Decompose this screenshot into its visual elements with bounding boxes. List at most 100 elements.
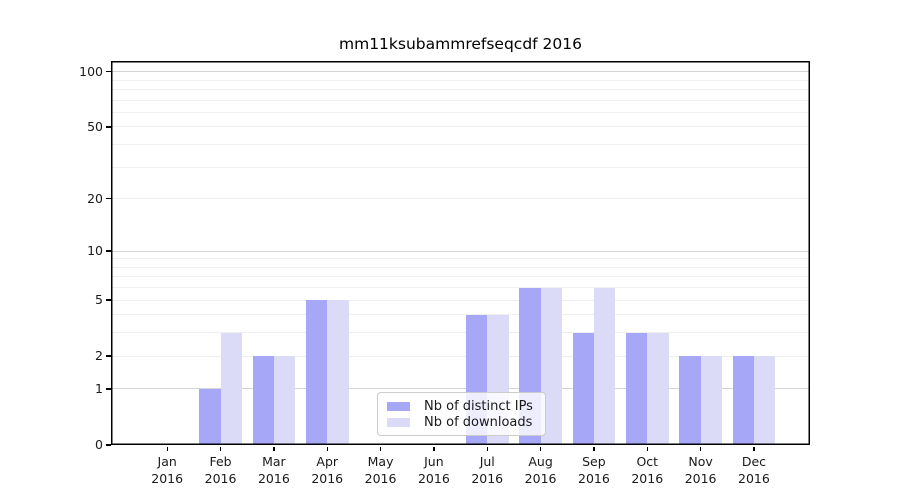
y-tick-mark-0 — [106, 444, 111, 446]
x-tick-label-jun: Jun 2016 — [402, 453, 466, 487]
legend-label-distinct-ips: Nb of distinct IPs — [424, 398, 533, 414]
bar-sep-downloads — [593, 287, 616, 445]
bar-dec-downloads — [753, 356, 776, 445]
x-tick-year: 2016 — [471, 471, 504, 486]
minor-gridline-50 — [111, 126, 810, 128]
x-tick-mark-jun — [433, 446, 435, 451]
y-tick-label-1: 1 — [95, 380, 103, 396]
minor-gridline-20 — [111, 198, 810, 200]
x-tick-month: Jul — [479, 454, 495, 469]
major-gridline-10 — [111, 250, 810, 252]
x-tick-month: Oct — [636, 454, 659, 469]
x-tick-year: 2016 — [151, 471, 184, 486]
y-tick-label-20: 20 — [87, 190, 103, 206]
x-tick-month: Jun — [424, 454, 444, 469]
x-tick-year: 2016 — [311, 471, 344, 486]
legend-item-downloads: Nb of downloads — [387, 415, 537, 430]
bar-apr-downloads — [327, 300, 349, 445]
x-tick-mark-nov — [699, 446, 702, 451]
x-tick-year: 2016 — [204, 471, 237, 486]
legend-item-distinct-ips: Nb of distinct IPs — [387, 399, 537, 414]
bar-feb-distinct-ips — [199, 388, 221, 445]
y-tick-mark-2 — [106, 355, 111, 357]
x-tick-year: 2016 — [257, 471, 290, 486]
minor-gridline-6 — [111, 287, 810, 289]
x-tick-month: Nov — [688, 454, 713, 469]
y-tick-mark-100 — [106, 71, 111, 73]
minor-gridline-90 — [111, 79, 810, 81]
x-tick-label-sep: Sep 2016 — [562, 453, 626, 487]
x-tick-month: Apr — [316, 454, 339, 469]
x-tick-mark-jul — [486, 446, 488, 451]
bar-apr-distinct-ips — [305, 300, 328, 445]
y-tick-mark-5 — [106, 299, 111, 301]
x-tick-year: 2016 — [738, 471, 770, 486]
y-tick-mark-10 — [106, 250, 111, 252]
y-tick-label-10: 10 — [87, 243, 103, 259]
y-tick-mark-50 — [106, 126, 111, 128]
x-tick-mark-oct — [646, 446, 648, 451]
x-tick-label-dec: Dec 2016 — [722, 453, 786, 487]
x-tick-year: 2016 — [578, 471, 610, 486]
y-tick-label-50: 50 — [87, 118, 103, 134]
x-tick-year: 2016 — [524, 471, 557, 486]
legend: Nb of distinct IPs Nb of downloads — [377, 392, 546, 436]
minor-gridline-70 — [111, 99, 810, 101]
bar-oct-distinct-ips — [625, 332, 648, 445]
minor-gridline-3 — [111, 332, 810, 334]
x-tick-mark-may — [379, 446, 382, 451]
minor-gridline-80 — [111, 89, 810, 91]
x-tick-label-jan: Jan 2016 — [135, 453, 199, 487]
bar-feb-downloads — [220, 332, 242, 445]
bar-oct-downloads — [647, 332, 669, 445]
y-tick-mark-1 — [106, 388, 111, 390]
bar-dec-distinct-ips — [732, 356, 754, 445]
minor-gridline-8 — [111, 266, 810, 268]
x-tick-year: 2016 — [364, 471, 397, 486]
minor-gridline-60 — [111, 111, 810, 113]
x-tick-mark-mar — [273, 446, 275, 451]
x-tick-mark-apr — [326, 446, 328, 451]
x-tick-label-feb: Feb 2016 — [189, 453, 253, 487]
x-tick-label-oct: Oct 2016 — [615, 453, 679, 487]
x-tick-month: Dec — [741, 454, 767, 469]
x-tick-label-aug: Aug 2016 — [509, 453, 573, 487]
x-tick-label-mar: Mar 2016 — [242, 453, 306, 487]
major-gridline-1 — [111, 388, 810, 390]
minor-gridline-40 — [111, 144, 810, 146]
y-tick-label-2: 2 — [95, 348, 103, 364]
x-tick-month: May — [367, 454, 394, 469]
major-gridline-100 — [111, 71, 810, 73]
x-tick-label-may: May 2016 — [349, 453, 413, 487]
y-tick-label-5: 5 — [95, 292, 103, 308]
x-tick-mark-aug — [539, 446, 542, 451]
bar-mar-distinct-ips — [252, 356, 274, 445]
legend-swatch-downloads — [387, 417, 410, 427]
minor-gridline-7 — [111, 276, 810, 278]
y-tick-label-0: 0 — [95, 437, 103, 452]
minor-gridline-4 — [111, 314, 810, 316]
x-tick-month: Sep — [582, 454, 606, 469]
x-tick-label-nov: Nov 2016 — [669, 453, 733, 487]
x-tick-month: Aug — [528, 454, 553, 469]
bar-nov-distinct-ips — [679, 356, 701, 445]
legend-label-downloads: Nb of downloads — [424, 414, 533, 430]
x-tick-month: Mar — [262, 454, 286, 469]
minor-gridline-30 — [111, 166, 810, 168]
bar-mar-downloads — [273, 356, 296, 445]
x-tick-mark-sep — [593, 446, 595, 451]
legend-swatch-distinct-ips — [387, 401, 410, 411]
y-tick-mark-20 — [106, 198, 111, 200]
plot-area: Nb of distinct IPs Nb of downloads — [111, 61, 810, 445]
x-tick-label-apr: Apr 2016 — [295, 453, 359, 487]
x-tick-year: 2016 — [631, 471, 664, 486]
x-tick-month: Feb — [209, 454, 232, 469]
y-tick-label-100: 100 — [79, 63, 103, 79]
bar-nov-downloads — [700, 356, 722, 445]
x-tick-month: Jan — [157, 454, 177, 469]
x-tick-label-jul: Jul 2016 — [455, 453, 519, 487]
x-tick-mark-feb — [219, 446, 222, 451]
x-tick-year: 2016 — [417, 471, 450, 486]
x-tick-mark-dec — [753, 446, 755, 451]
